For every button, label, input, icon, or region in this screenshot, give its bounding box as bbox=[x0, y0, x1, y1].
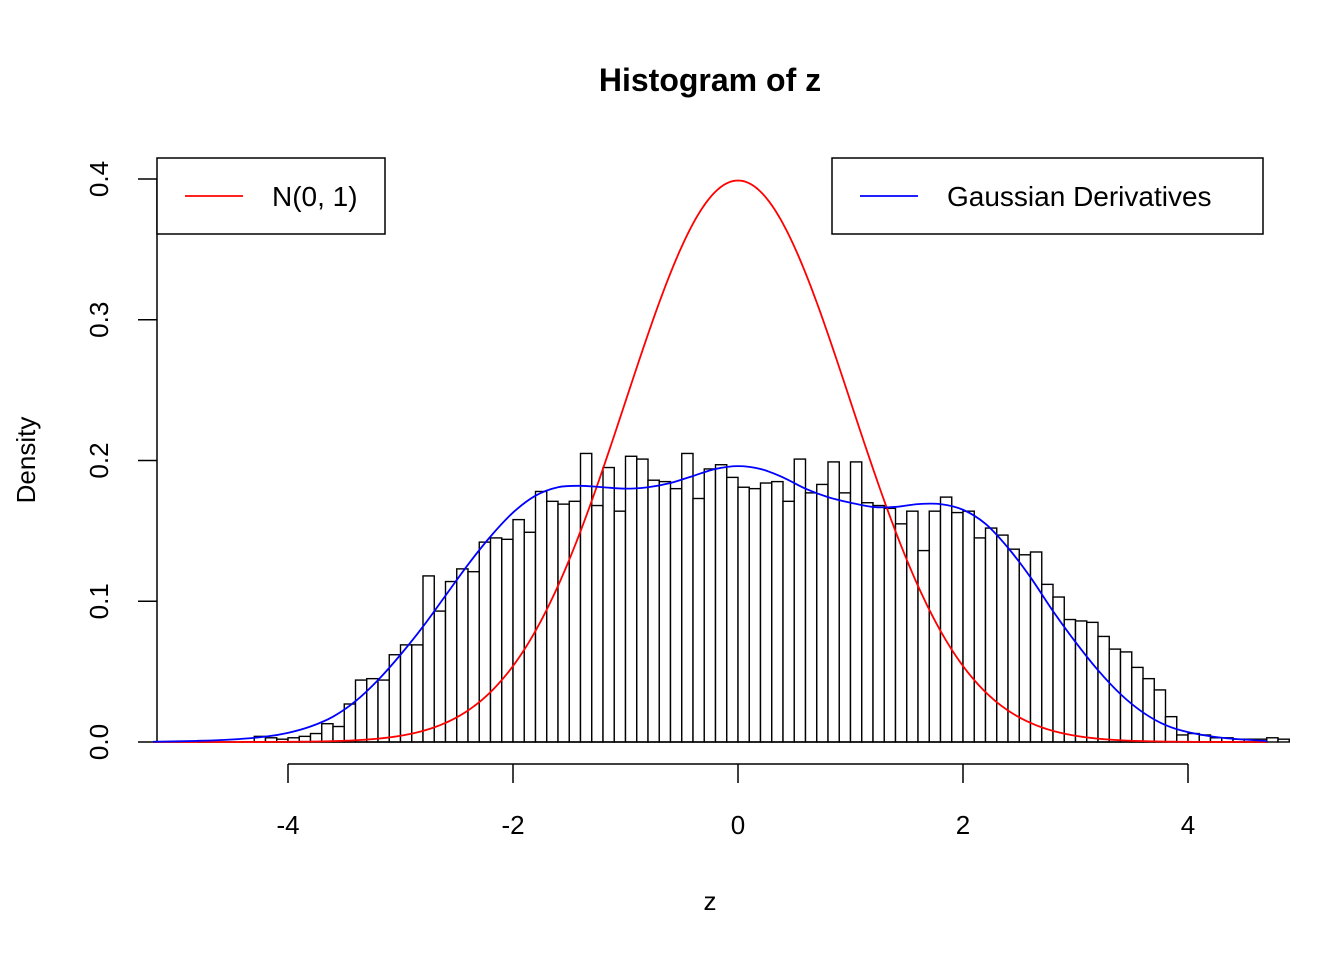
gaussian-derivatives-curve bbox=[152, 465, 1267, 743]
histogram-bar bbox=[681, 452, 694, 743]
histogram-bar bbox=[546, 500, 559, 743]
y-tick-label: 0.4 bbox=[84, 161, 114, 197]
histogram-bar bbox=[501, 538, 514, 743]
histogram-bar bbox=[872, 504, 885, 743]
histogram-bar bbox=[973, 537, 987, 743]
histogram-bar bbox=[1108, 648, 1122, 743]
histogram-bar bbox=[1266, 737, 1279, 743]
x-axis-label: z bbox=[704, 886, 717, 916]
histogram-bar bbox=[1153, 689, 1167, 743]
histogram-bar bbox=[624, 455, 638, 743]
histogram-bar bbox=[1277, 738, 1290, 743]
histogram-bar bbox=[906, 510, 919, 743]
histogram-bar bbox=[748, 487, 762, 743]
legend-gaussian-derivatives: Gaussian Derivatives bbox=[831, 157, 1264, 235]
y-axis-label: Density bbox=[11, 417, 41, 504]
x-tick-label: -4 bbox=[276, 810, 299, 840]
histogram-bar bbox=[1142, 677, 1155, 743]
y-tick-label: 0.2 bbox=[84, 442, 114, 478]
histogram-bar bbox=[726, 476, 739, 743]
histogram-bar bbox=[411, 644, 424, 743]
histogram-bar bbox=[377, 679, 390, 743]
legend-normal-label: N(0, 1) bbox=[272, 181, 358, 212]
legend-gaussian-label: Gaussian Derivatives bbox=[947, 181, 1212, 212]
histogram-bar bbox=[692, 497, 705, 743]
histogram-bar bbox=[804, 492, 818, 743]
histogram-bar bbox=[647, 479, 660, 743]
density-curves bbox=[152, 179, 1267, 743]
chart-title: Histogram of z bbox=[599, 62, 821, 98]
histogram-bar bbox=[366, 677, 379, 743]
histogram-bar bbox=[1097, 635, 1110, 743]
histogram-bar bbox=[636, 458, 649, 743]
histogram-bar bbox=[433, 610, 447, 743]
histogram-bar bbox=[422, 575, 435, 743]
histogram-bar bbox=[951, 511, 964, 743]
histogram-bar bbox=[714, 464, 728, 743]
histogram-bar bbox=[939, 496, 953, 743]
histogram-bar bbox=[962, 510, 975, 743]
histogram-bar bbox=[534, 490, 548, 743]
x-tick-label: 4 bbox=[1181, 810, 1195, 840]
histogram-bar bbox=[996, 534, 1009, 743]
histogram-bar bbox=[489, 537, 503, 743]
histogram-bar bbox=[512, 518, 525, 743]
y-axis: 0.0 0.1 0.2 0.3 0.4 bbox=[84, 161, 158, 760]
histogram-bar bbox=[1074, 620, 1088, 743]
x-tick-label: -2 bbox=[501, 810, 524, 840]
y-tick-label: 0.1 bbox=[84, 583, 114, 619]
histogram-bar bbox=[613, 510, 627, 743]
histogram-bar bbox=[557, 503, 570, 743]
histogram-bar bbox=[399, 644, 413, 743]
histogram-bar bbox=[771, 480, 784, 743]
histogram-bar bbox=[658, 480, 672, 743]
histogram-bar bbox=[883, 507, 897, 743]
histogram-bar bbox=[602, 466, 615, 743]
y-tick-label: 0.0 bbox=[84, 724, 114, 760]
histogram-bar bbox=[816, 483, 829, 743]
x-axis: -4 -2 0 2 4 bbox=[276, 763, 1195, 840]
histogram-bars bbox=[153, 452, 1290, 743]
histogram-bar bbox=[579, 452, 593, 743]
histogram-bar bbox=[759, 482, 773, 743]
histogram-bar bbox=[1086, 621, 1099, 743]
histogram-bar bbox=[478, 541, 492, 743]
histogram-bar bbox=[737, 486, 750, 743]
y-tick-label: 0.3 bbox=[84, 302, 114, 338]
histogram-bar bbox=[343, 703, 357, 743]
legend-normal: N(0, 1) bbox=[156, 157, 386, 235]
x-tick-label: 0 bbox=[731, 810, 745, 840]
histogram-bar bbox=[321, 723, 334, 743]
histogram-bar bbox=[827, 461, 840, 743]
histogram-bar bbox=[388, 654, 402, 743]
histogram-bar bbox=[669, 487, 683, 743]
histogram-bar bbox=[354, 679, 368, 743]
histogram-bar bbox=[1018, 554, 1032, 743]
histogram-bar bbox=[591, 504, 604, 743]
normal-density-curve bbox=[153, 179, 1267, 743]
histogram-bar bbox=[984, 527, 998, 743]
histogram-bar bbox=[467, 570, 480, 743]
histogram-bar bbox=[861, 502, 874, 743]
histogram-bar bbox=[523, 531, 537, 743]
histogram-bar bbox=[1063, 618, 1077, 743]
histogram-bar bbox=[838, 492, 852, 743]
x-tick-label: 2 bbox=[956, 810, 970, 840]
histogram-bar bbox=[1119, 651, 1133, 743]
histogram-bar bbox=[782, 500, 795, 743]
histogram-bar bbox=[703, 468, 717, 743]
histogram-bar bbox=[917, 549, 930, 743]
histogram-bar bbox=[332, 725, 345, 743]
histogram-bar bbox=[793, 458, 807, 743]
